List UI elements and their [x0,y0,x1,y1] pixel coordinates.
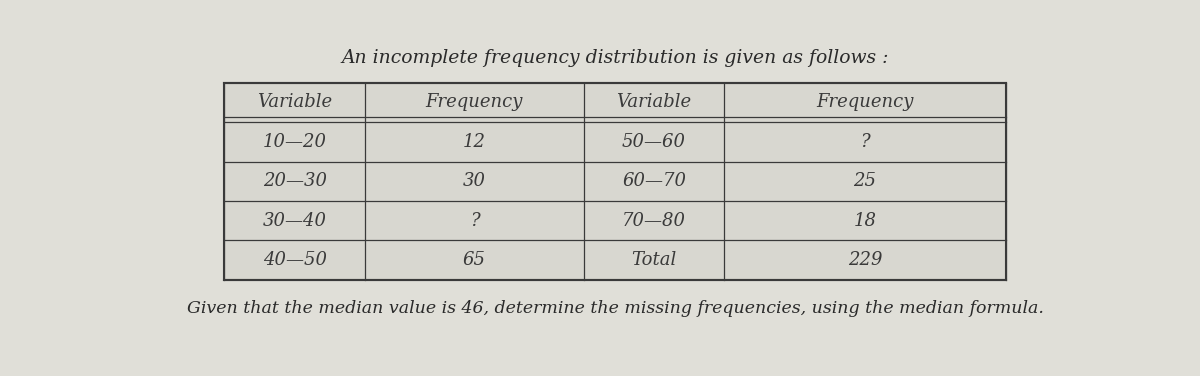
Text: Total: Total [631,251,677,269]
Text: ?: ? [860,133,870,151]
Text: 12: 12 [463,133,486,151]
Text: 65: 65 [463,251,486,269]
Text: 20—30: 20—30 [263,172,326,190]
Text: Frequency: Frequency [426,94,523,111]
Text: An incomplete frequency distribution is given as follows :: An incomplete frequency distribution is … [341,49,889,67]
Text: 30—40: 30—40 [263,212,326,230]
Text: 60—70: 60—70 [622,172,686,190]
Text: Frequency: Frequency [816,94,913,111]
Text: Given that the median value is 46, determine the missing frequencies, using the : Given that the median value is 46, deter… [186,300,1044,317]
Text: 18: 18 [853,212,876,230]
Text: 30: 30 [463,172,486,190]
Text: 50—60: 50—60 [622,133,686,151]
Text: 70—80: 70—80 [622,212,686,230]
Text: 229: 229 [847,251,882,269]
Text: 25: 25 [853,172,876,190]
Bar [224,83,1006,280]
Text: 40—50: 40—50 [263,251,326,269]
Text: Variable: Variable [617,94,691,111]
Text: ?: ? [469,212,479,230]
Text: 10—20: 10—20 [263,133,326,151]
Text: Variable: Variable [257,94,332,111]
